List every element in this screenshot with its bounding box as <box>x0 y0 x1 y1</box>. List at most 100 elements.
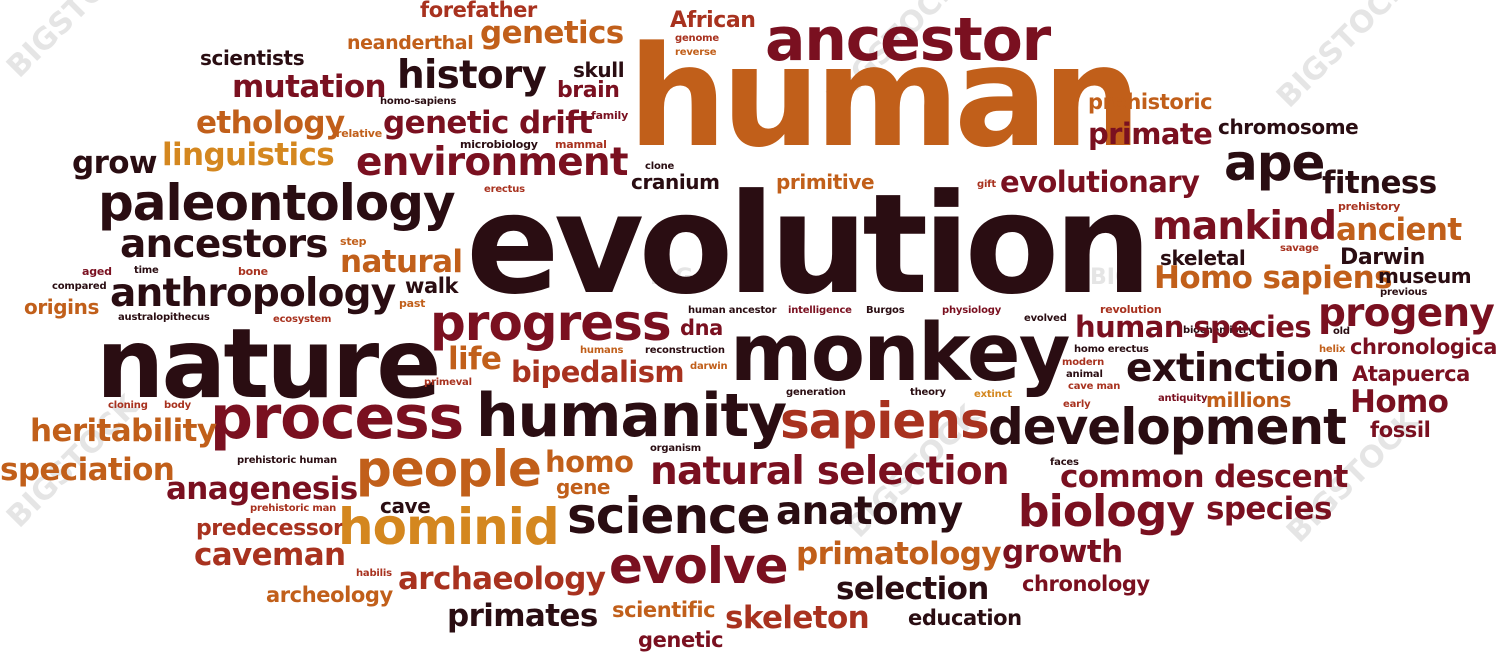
word-revolution: revolution <box>1100 303 1162 316</box>
word-primatology: primatology <box>796 536 1002 572</box>
word-caveman: caveman <box>194 537 346 573</box>
word-extinction: extinction <box>1126 346 1340 391</box>
word-skull: skull <box>573 58 625 82</box>
word-cave-man: cave man <box>1068 381 1121 392</box>
word-archeology: archeology <box>266 583 393 607</box>
word-ape: ape <box>1224 134 1325 192</box>
word-museum: museum <box>1378 264 1472 288</box>
word-aged: aged <box>82 265 112 278</box>
word-old: old <box>1333 326 1350 337</box>
word-darwin: Darwin <box>1340 245 1425 270</box>
word-time: time <box>134 265 159 276</box>
word-erectus: erectus <box>484 184 525 195</box>
word-microbiology: microbiology <box>460 138 538 151</box>
word-habilis: habilis <box>356 568 392 579</box>
word-life: life <box>448 341 502 377</box>
word-genetics: genetics <box>480 15 624 51</box>
word-family: family <box>591 109 629 122</box>
word-human-ancestor: human ancestor <box>688 305 777 316</box>
word-ecosystem: ecosystem <box>273 314 332 325</box>
word-genome: genome <box>675 33 719 44</box>
word-primates: primates <box>447 598 598 634</box>
word-chronological: chronological <box>1350 335 1496 359</box>
word-ancestor: ancestor <box>765 5 1051 75</box>
word-selection: selection <box>836 571 989 607</box>
word-animal: animal <box>1066 369 1103 380</box>
word-evolutionary: evolutionary <box>1000 165 1200 199</box>
word-humanity: humanity <box>476 381 787 451</box>
word-physiology: physiology <box>942 305 1002 316</box>
word-early: early <box>1063 399 1091 410</box>
word-archaeology: archaeology <box>398 561 606 597</box>
word-modern: modern <box>1062 357 1105 368</box>
word-development: development <box>988 398 1347 456</box>
word-relative: relative <box>336 127 382 140</box>
word-cloning: cloning <box>108 400 148 411</box>
word-common-descent: common descent <box>1060 459 1348 495</box>
word-evolution: evolution <box>466 164 1152 325</box>
word-speciation: speciation <box>0 452 175 488</box>
word-african: African <box>670 8 756 33</box>
word-scientific: scientific <box>612 598 716 622</box>
word-people: people <box>356 440 542 498</box>
word-mankind: mankind <box>1152 204 1337 249</box>
word-scientists: scientists <box>200 46 305 70</box>
word-anthropology: anthropology <box>110 271 396 316</box>
watermark-text: BIGSTOCK <box>1270 0 1417 115</box>
word-millions: millions <box>1206 388 1291 412</box>
word-cave: cave <box>380 494 431 518</box>
word-species: species <box>1206 491 1332 527</box>
word-reverse: reverse <box>675 47 717 58</box>
word-humans: humans <box>580 345 624 356</box>
word-heritability: heritability <box>30 413 217 449</box>
word-previous: previous <box>1380 287 1428 298</box>
word-environment: environment <box>356 140 628 185</box>
word-body: body <box>164 400 191 411</box>
word-homo-sapiens: Homo sapiens <box>1154 260 1393 296</box>
watermark-text: BIGSTOCK <box>0 0 147 85</box>
word-progeny: progeny <box>1318 291 1495 336</box>
word-biochemistry: biochemistry <box>1183 325 1254 336</box>
word-dna: dna <box>680 316 723 340</box>
word-savage: savage <box>1280 243 1319 254</box>
word-forefather: forefather <box>420 0 537 22</box>
word-organism: organism <box>650 443 702 454</box>
word-process: process <box>210 383 464 453</box>
word-anagenesis: anagenesis <box>166 471 358 507</box>
word-bone: bone <box>238 265 268 278</box>
word-human: human <box>628 16 1141 178</box>
word-chronology: chronology <box>1022 572 1150 596</box>
word-history: history <box>397 53 547 98</box>
word-prehistoric-human: prehistoric human <box>237 455 337 466</box>
word-mutation: mutation <box>232 69 387 105</box>
word-past: past <box>399 297 426 310</box>
word-clone: clone <box>645 161 675 172</box>
word-prehistory: prehistory <box>1338 200 1401 213</box>
word-predecessor: predecessor <box>196 516 344 541</box>
word-skeleton: skeleton <box>725 600 870 636</box>
word-evolved: evolved <box>1024 313 1067 324</box>
word-paleontology: paleontology <box>98 174 456 232</box>
word-nature: nature <box>96 308 441 420</box>
watermark-text: BIG <box>650 265 694 290</box>
word-prehistoric-man: prehistoric man <box>250 503 337 514</box>
word-human-species: human species <box>1075 310 1312 344</box>
word-linguistics: linguistics <box>162 137 335 173</box>
word-homo-erectus: homo erectus <box>1074 344 1149 355</box>
word-fossil: fossil <box>1370 418 1431 442</box>
word-genetic: genetic <box>638 628 724 652</box>
word-primitive: primitive <box>776 170 875 194</box>
word-sapiens: sapiens <box>780 392 990 450</box>
word-atapuerca: Atapuerca <box>1352 362 1470 386</box>
word-darwin-small: darwin <box>690 361 728 372</box>
word-education: education <box>908 606 1022 630</box>
word-gene: gene <box>556 475 611 499</box>
word-extinct: extinct <box>974 389 1012 400</box>
word-walk: walk <box>405 274 459 298</box>
word-cranium: cranium <box>631 170 720 194</box>
word-faces: faces <box>1050 457 1079 468</box>
word-burgos: Burgos <box>866 305 905 316</box>
word-mammal: mammal <box>555 138 607 151</box>
word-ethology: ethology <box>196 105 345 141</box>
